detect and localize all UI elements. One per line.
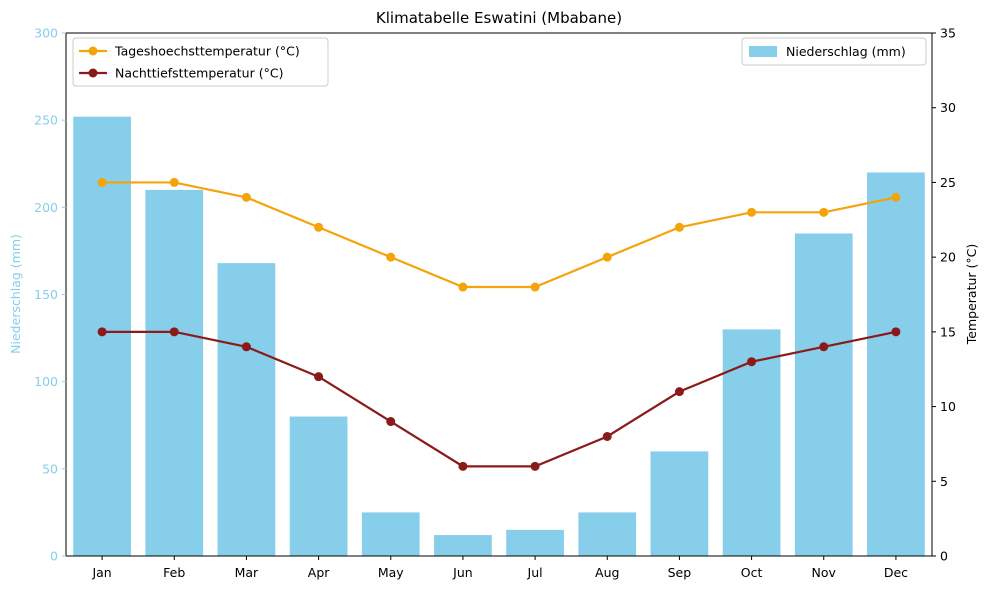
legend-label: Tageshoechsttemperatur (°C)	[114, 44, 300, 59]
series-1-point-jan	[97, 327, 107, 337]
series-0-point-nov	[819, 207, 829, 217]
legend-precipitation: Niederschlag (mm)	[741, 37, 927, 66]
series-line-1	[102, 330, 897, 468]
axes-layer: Jan Feb Mar Apr May Jun Jul Aug Sep Oct Nov Dec0501…	[34, 26, 956, 581]
y-left-tick-label: 0	[50, 549, 58, 564]
y-right-tick-label: 30	[940, 100, 956, 115]
y-right-tick-label: 0	[940, 549, 948, 564]
bar-sep	[650, 451, 709, 556]
series-line-0	[102, 181, 897, 289]
bar-aug	[578, 512, 637, 556]
series-1-point-apr	[314, 372, 324, 382]
x-tick-label-aug: Aug	[595, 565, 619, 580]
series-0-point-jul	[530, 282, 540, 292]
y-left-tick-label: 100	[34, 374, 58, 389]
y-right-tick-label: 5	[940, 474, 948, 489]
bars-layer	[73, 116, 925, 557]
series-0-point-jun	[458, 282, 468, 292]
series-0-point-dec	[891, 192, 901, 202]
y-right-tick-label: 15	[940, 324, 956, 339]
series-0-point-apr	[314, 222, 324, 232]
y-axis-left-label: Niederschlag (mm)	[8, 234, 23, 354]
y-left-tick-label: 200	[34, 200, 58, 215]
series-0-point-sep	[674, 222, 684, 232]
series-0-point-oct	[747, 207, 757, 217]
series-1-point-feb	[169, 327, 179, 337]
legend-label: Niederschlag (mm)	[786, 44, 906, 59]
legend-temperature: Tageshoechsttemperatur (°C) Nachttiefstte…	[72, 37, 329, 87]
bar-oct	[722, 329, 781, 556]
y-left-tick-label: 300	[34, 26, 58, 41]
bar-jun	[434, 535, 492, 556]
y-right-tick-label: 25	[940, 175, 956, 190]
series-1-point-mar	[241, 342, 251, 352]
x-tick-label-jan: Jan	[91, 565, 111, 580]
y-axis-right-label: Temperatur (°C)	[964, 244, 979, 345]
y-left-tick-label: 50	[42, 461, 58, 476]
y-right-tick-label: 10	[940, 399, 956, 414]
x-tick-label-sep: Sep	[668, 565, 692, 580]
lines-layer	[97, 177, 901, 471]
x-tick-label-nov: Nov	[812, 565, 837, 580]
y-right-tick-label: 20	[940, 250, 956, 265]
bar-jul	[506, 529, 564, 556]
legend-marker	[88, 46, 98, 56]
x-tick-label-oct: Oct	[741, 565, 763, 580]
legend-box	[72, 37, 329, 87]
bar-apr	[289, 416, 348, 556]
series-0-point-aug	[602, 252, 612, 262]
series-1-point-oct	[747, 357, 757, 367]
legend-box	[741, 37, 927, 66]
bar-dec	[867, 172, 925, 556]
bar-mar	[217, 263, 276, 556]
x-tick-label-apr: Apr	[308, 565, 330, 580]
x-tick-label-feb: Feb	[163, 565, 185, 580]
legend-label: Nachttiefsttemperatur (°C)	[115, 66, 283, 81]
x-tick-label-jun: Jun	[452, 565, 473, 580]
x-tick-label-may: May	[378, 565, 404, 580]
y-right-tick-label: 35	[940, 26, 956, 41]
bar-feb	[145, 189, 204, 556]
series-0-point-may	[386, 252, 396, 262]
y-left-tick-label: 250	[34, 113, 58, 128]
chart-title: Klimatabelle Eswatini (Mbabane)	[376, 9, 622, 27]
y-left-tick-label: 150	[34, 287, 58, 302]
series-1-point-may	[386, 417, 396, 427]
x-tick-label-jul: Jul	[527, 565, 543, 580]
x-tick-label-dec: Dec	[884, 565, 908, 580]
series-0-point-feb	[169, 177, 179, 187]
series-1-point-jun	[458, 461, 468, 471]
bar-nov	[794, 233, 853, 556]
series-0-point-mar	[241, 192, 251, 202]
series-0-point-jan	[97, 177, 107, 187]
bar-may	[361, 512, 420, 556]
series-1-point-jul	[530, 461, 540, 471]
series-1-point-aug	[602, 431, 612, 441]
series-1-point-sep	[674, 387, 684, 397]
legend-marker	[88, 68, 98, 78]
legend-bar-swatch	[749, 46, 777, 57]
x-tick-label-mar: Mar	[235, 565, 259, 580]
series-1-point-dec	[891, 327, 901, 337]
series-1-point-nov	[819, 342, 829, 352]
